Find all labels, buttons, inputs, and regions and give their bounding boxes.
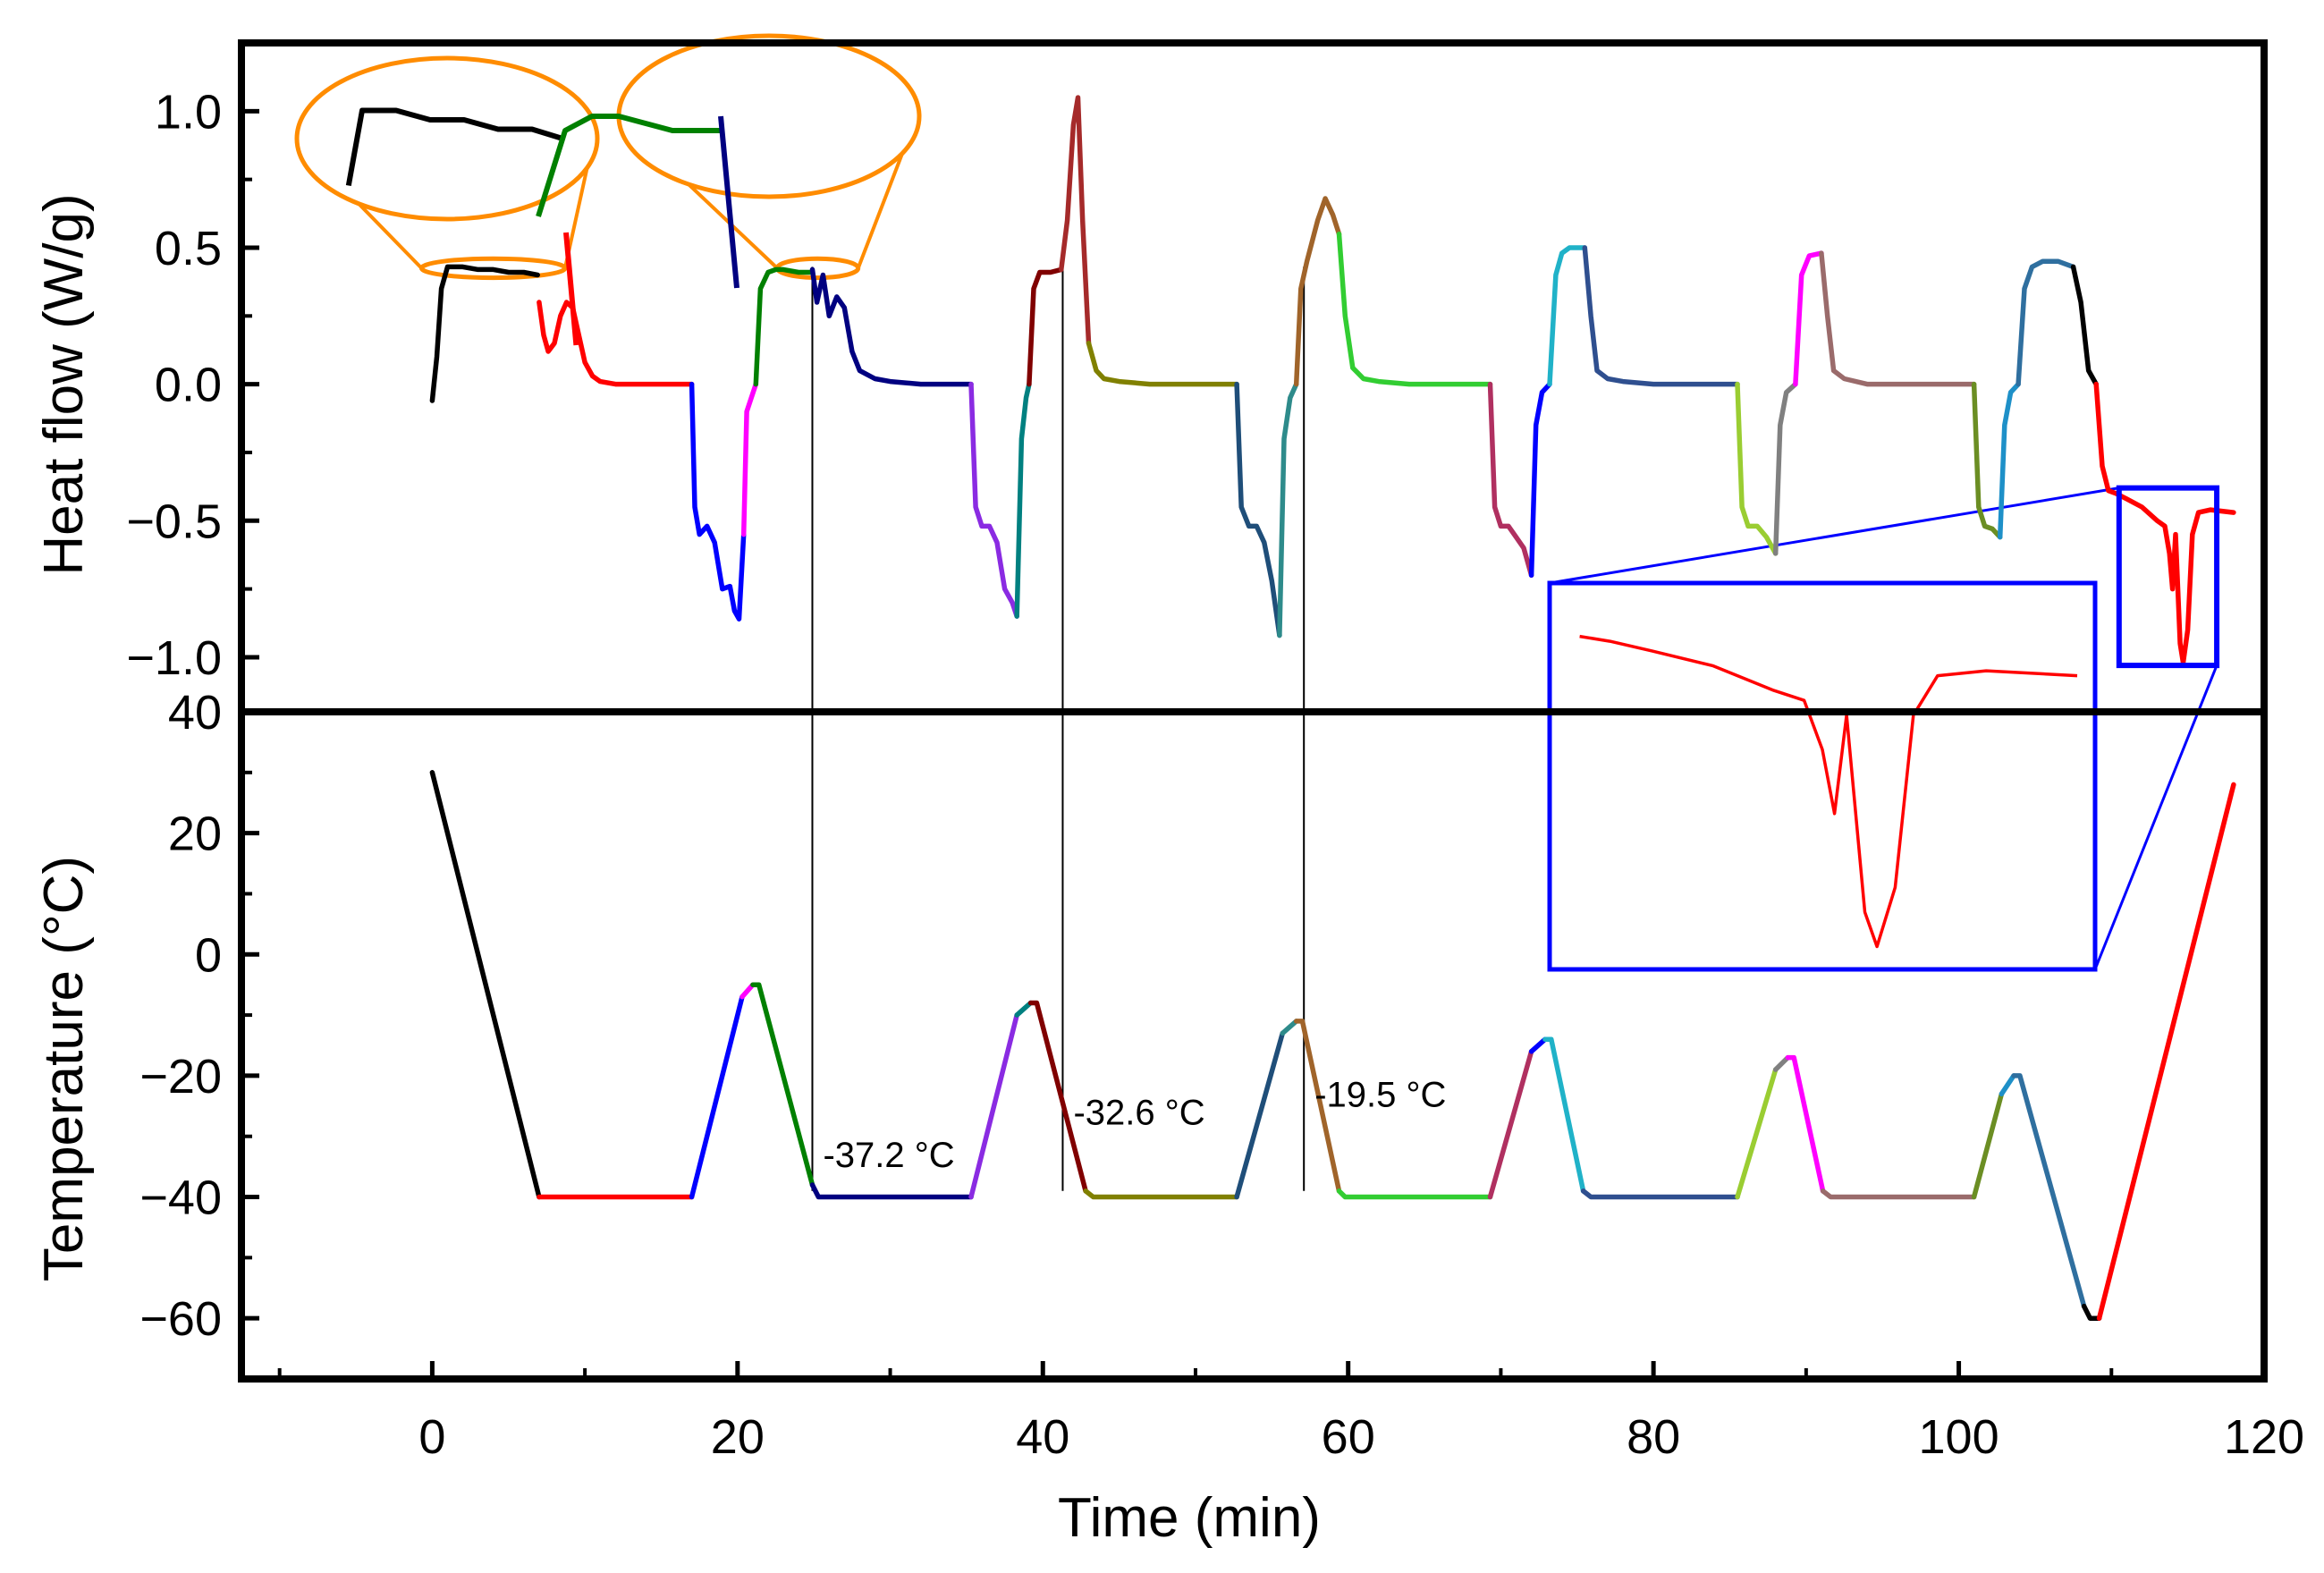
temperature-line-iso-2 [809, 1182, 974, 1200]
temperature-line-iso-3 [1083, 1188, 1239, 1200]
heat-flow-line-cool-5 [1547, 245, 1588, 387]
x-tick-label: 120 [2224, 1410, 2304, 1464]
temperature-line-iso-5 [1580, 1188, 1740, 1200]
zoom-connector [1549, 486, 2120, 585]
temperature-line-heat-1a [689, 994, 745, 1200]
heat-flow-line-cool-4 [1293, 196, 1342, 387]
y-tick-label: 0 [195, 928, 222, 982]
y-tick-label: 0.5 [155, 222, 222, 275]
zoom-inset-line [718, 115, 739, 289]
temperature-line-heat-3b [1280, 1019, 1299, 1036]
heat-flow-line-cool-2b [809, 266, 974, 387]
temperature-line-heat-4b [1528, 1036, 1548, 1054]
y-tick-label: 0.0 [155, 359, 222, 412]
y-tick-label: 40 [168, 686, 222, 740]
heat-flow-series [429, 95, 2236, 665]
heat-flow-line-cool-7b [2070, 264, 2099, 387]
heat-flow-line-heat-final [2093, 381, 2236, 665]
y-tick-label: −1.0 [126, 631, 222, 685]
zoom-connector [2093, 664, 2218, 970]
heat-flow-line-cool-2a [753, 266, 816, 387]
y-axis-title-heat-flow: Heat flow (W/g) [33, 193, 95, 575]
y-tick-label: 20 [168, 808, 222, 861]
heat-flow-line-heat-5b [1772, 381, 1798, 556]
x-tick-label: 20 [711, 1410, 765, 1464]
temperature-annotation-label: -32.6 °C [1073, 1094, 1204, 1133]
y-axis-title-temperature: Temperature (°C) [33, 856, 95, 1281]
temperature-line-heat-2b [1014, 1000, 1034, 1018]
y-tick-label: −40 [139, 1171, 222, 1225]
temperature-series [429, 770, 2236, 1321]
temperature-line-heat-5b [1772, 1054, 1791, 1072]
heat-flow-line-iso-6 [1819, 250, 1977, 387]
zoom-source-ellipse [418, 256, 568, 281]
x-tick-label: 80 [1627, 1410, 1680, 1464]
heat-flow-line-cool-7a [2016, 258, 2076, 387]
temperature-line-heat-2a [968, 1012, 1019, 1200]
zoom-insets [294, 33, 2220, 972]
x-axis-title: Time (min) [1058, 1487, 1321, 1549]
heat-flow-line-iso-5 [1582, 245, 1740, 387]
temperature-line-cool-7a [2011, 1073, 2087, 1309]
y-tick-label: −60 [139, 1292, 222, 1346]
temperature-line-cool-6 [1785, 1054, 1826, 1194]
heat-flow-line-heat-3b [1277, 381, 1299, 639]
zoom-inset-rect [1547, 580, 2098, 972]
heat-flow-line-cool-6 [1793, 250, 1824, 387]
temperature-line-heat-3a [1234, 1030, 1286, 1200]
temperature-line-heat-6a [1971, 1091, 2005, 1200]
x-tick-label: 60 [1322, 1410, 1375, 1464]
zoom-inset-line [536, 114, 721, 217]
temperature-line-cool-7b [2081, 1303, 2102, 1321]
heat-flow-line-heat-2b [1014, 381, 1032, 619]
temperature-line-cool-4 [1293, 1019, 1342, 1194]
zoom-inset-ellipse [294, 55, 600, 222]
x-tick-label: 40 [1016, 1410, 1069, 1464]
zoom-inset-line [563, 232, 579, 346]
zoom-inset-line [1579, 634, 2078, 949]
x-tick-label: 0 [418, 1410, 445, 1464]
temperature-line-heat-final [2096, 782, 2236, 1321]
heat-flow-line-heat-1a [689, 381, 747, 622]
temperature-line-cool-3a [1027, 1000, 1088, 1194]
heat-flow-line-heat-3a [1234, 381, 1282, 639]
zoom-inset-line [345, 107, 564, 187]
zoom-inset-ellipse [616, 33, 922, 199]
temperature-annotation-label: -19.5 °C [1314, 1075, 1446, 1114]
heat-flow-line-heat-6b [1997, 381, 2021, 540]
heat-flow-line-heat-2a [968, 381, 1019, 619]
heat-flow-line-cool-1 [429, 264, 540, 403]
heat-flow-line-heat-6a [1971, 381, 2003, 540]
heat-flow-line-heat-4a [1487, 381, 1534, 579]
temperature-line-iso-4 [1336, 1188, 1493, 1200]
y-tick-label: −20 [139, 1050, 222, 1104]
heat-flow-line-iso-4 [1336, 231, 1493, 387]
heat-flow-line-heat-4b [1528, 381, 1552, 579]
temperature-line-cool-1 [429, 770, 542, 1200]
temperature-line-heat-4a [1487, 1049, 1534, 1200]
heat-flow-line-iso-1 [537, 300, 695, 387]
heat-flow-line-cool-3b [1059, 95, 1092, 346]
heat-flow-line-heat-5a [1735, 381, 1779, 556]
temperature-line-heat-1b [739, 982, 756, 1000]
zoom-source-rect [2116, 485, 2220, 669]
heat-flow-line-heat-1b [740, 381, 759, 537]
axis-tick-labels: 0 20 40 60 80 100 120 −1.0 −0.5 0.0 0.5 1.0 −60 −40 −2… [126, 85, 2304, 1464]
x-tick-label: 100 [1919, 1410, 1999, 1464]
y-tick-label: −0.5 [126, 495, 222, 548]
phase-marker-lines [811, 266, 1306, 1191]
temperature-line-heat-5a [1735, 1067, 1779, 1200]
heat-flow-line-cool-3a [1027, 266, 1064, 387]
y-tick-label: 1.0 [155, 85, 222, 139]
temperature-annotation-label: -37.2 °C [823, 1136, 954, 1175]
temperature-line-cool-2a [750, 982, 816, 1188]
heat-flow-line-iso-3 [1086, 341, 1239, 387]
temperature-line-heat-6b [1999, 1073, 2016, 1097]
temperature-line-iso-6 [1820, 1188, 1977, 1200]
temperature-line-cool-5 [1542, 1036, 1586, 1194]
temperature-annotations: -37.2 °C -32.6 °C -19.5 °C [823, 1075, 1446, 1175]
